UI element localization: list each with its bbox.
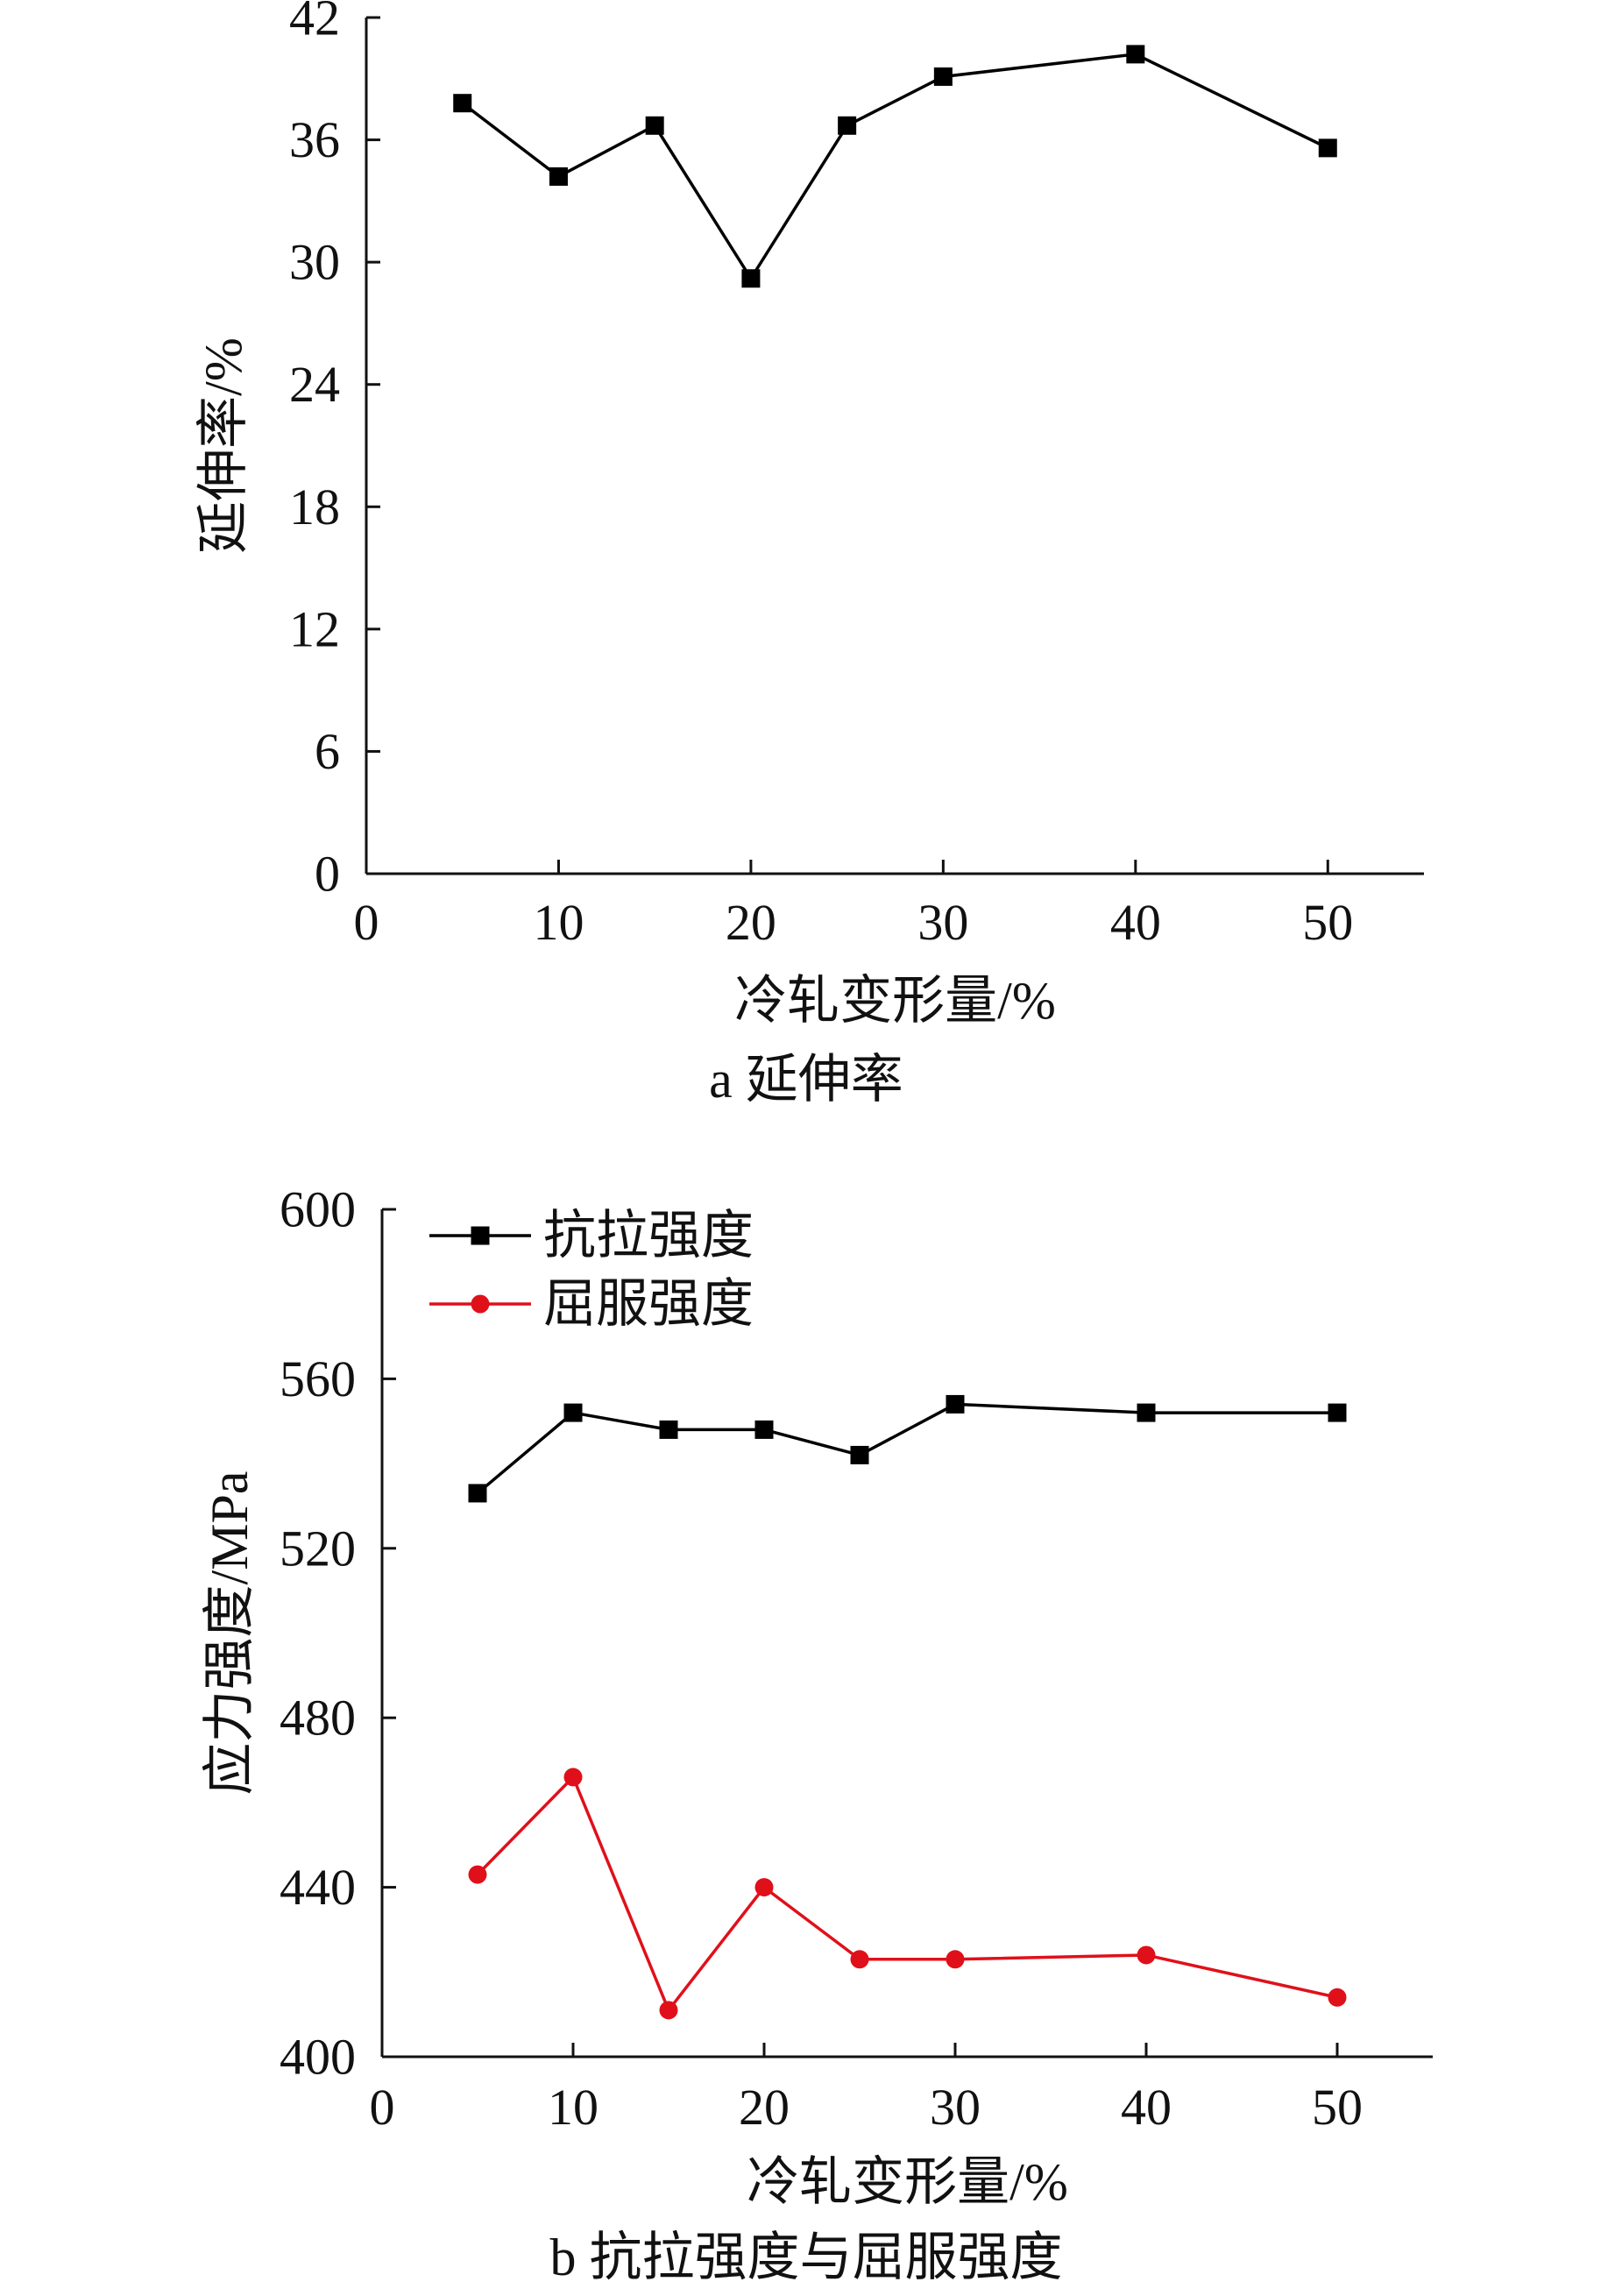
y-tick-label: 6: [315, 723, 340, 780]
data-point: [1126, 45, 1145, 64]
data-point: [1318, 138, 1337, 158]
x-tick-label: 30: [917, 894, 968, 951]
data-point: [1137, 1403, 1156, 1422]
data-point: [645, 116, 664, 135]
data-point: [850, 1950, 869, 1969]
x-tick-label: 40: [1121, 2079, 1172, 2136]
y-tick-label: 30: [289, 234, 340, 291]
chart-b-strength: 400 440 480 520 560 600 0 10 20 30 40 50 冷轧变形量/% 应力强度…: [201, 1181, 1433, 2286]
y-tick-label: 0: [315, 846, 340, 903]
y-tick-label: 480: [280, 1690, 356, 1747]
data-point: [838, 116, 857, 135]
data-point: [468, 1484, 487, 1503]
series-line-1: [476, 1774, 1338, 2014]
x-tick-label: 40: [1110, 894, 1161, 951]
data-point: [563, 1768, 583, 1787]
y-tick-label: 400: [280, 2029, 356, 2086]
y-tick-label: 560: [280, 1350, 356, 1407]
data-point: [659, 2001, 678, 2020]
chart-caption: b 抗拉强度与屈服强度: [550, 2229, 1063, 2286]
x-tick-label: 50: [1302, 894, 1353, 951]
data-point: [453, 94, 472, 113]
y-tick-label: 36: [289, 111, 340, 168]
x-axis-label: 冷轧变形量/%: [747, 2153, 1068, 2211]
data-point: [1137, 1945, 1156, 1965]
chart-caption: a 延伸率: [709, 1051, 903, 1109]
data-point: [946, 1950, 965, 1969]
series-line-0: [461, 53, 1329, 282]
y-tick-label: 18: [289, 478, 340, 535]
x-tick-label: 20: [739, 2079, 790, 2136]
data-point: [850, 1445, 869, 1464]
chart-a-elongation: 0 6 12 18 24 30 36 42 0 10 20 30 40 50 冷轧变形量/% 延伸率/% a 延…: [195, 0, 1424, 1109]
legend-label-1: 屈服强度: [543, 1275, 754, 1333]
data-point: [754, 1878, 774, 1897]
y-tick-label: 24: [289, 356, 340, 413]
x-tick-label: 0: [354, 894, 379, 951]
data-point: [1328, 1403, 1347, 1422]
data-point: [549, 167, 568, 186]
x-tick-label: 30: [930, 2079, 981, 2136]
data-point: [741, 269, 761, 288]
data-point: [1328, 1988, 1347, 2007]
y-tick-label: 600: [280, 1181, 356, 1238]
x-tick-label: 20: [726, 894, 776, 951]
y-tick-label: 440: [280, 1859, 356, 1916]
x-tick-label: 10: [533, 894, 584, 951]
data-point: [659, 1420, 678, 1439]
x-axis-label: 冷轧变形量/%: [734, 972, 1056, 1030]
data-point: [754, 1420, 774, 1439]
legend-label-0: 抗拉强度: [543, 1207, 754, 1265]
data-point: [933, 67, 953, 86]
data-point: [946, 1394, 965, 1414]
x-tick-label: 50: [1312, 2079, 1363, 2136]
y-tick-label: 520: [280, 1520, 356, 1577]
x-tick-label: 10: [548, 2079, 599, 2136]
y-axis-label: 应力强度/MPa: [201, 1470, 259, 1795]
series-line-0: [476, 1402, 1337, 1495]
legend-marker-1: [471, 1294, 490, 1314]
legend-marker-0: [471, 1226, 490, 1245]
data-point: [468, 1865, 487, 1884]
data-point: [563, 1403, 583, 1422]
y-tick-label: 12: [289, 600, 340, 657]
y-tick-label: 42: [289, 0, 340, 46]
y-axis-label: 延伸率/%: [195, 337, 252, 554]
x-tick-label: 0: [370, 2079, 395, 2136]
